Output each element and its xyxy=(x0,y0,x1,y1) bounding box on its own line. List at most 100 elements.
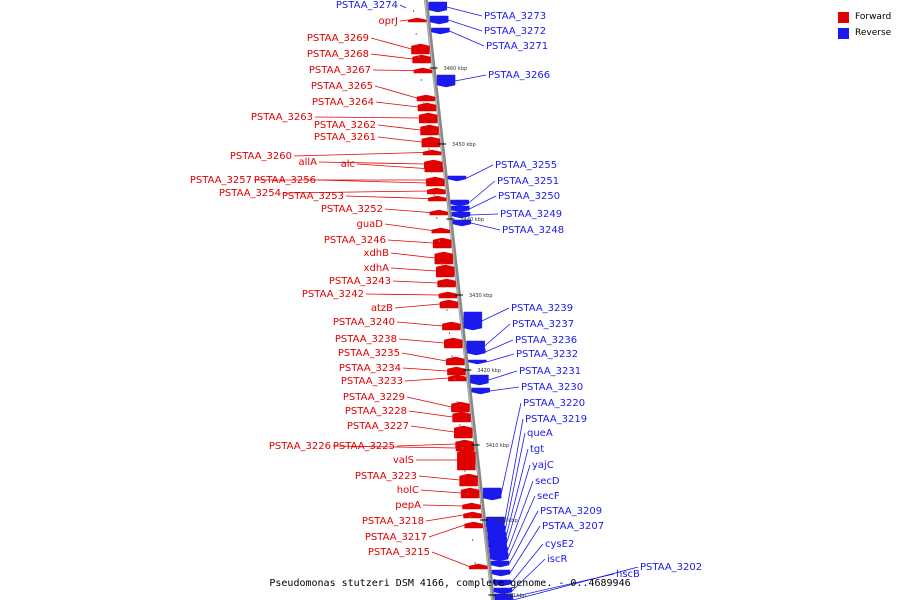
forward-leader-line xyxy=(401,352,447,362)
gene-label-tgt: tgt xyxy=(530,444,544,455)
reverse-leader-line xyxy=(507,495,536,558)
forward-gene-feature xyxy=(427,195,447,202)
forward-gene-feature xyxy=(460,487,480,499)
forward-leader-line xyxy=(370,53,413,60)
forward-leader-line xyxy=(384,208,430,213)
axis-tick-label: 3440 kbp xyxy=(460,217,484,223)
forward-leader-line xyxy=(402,367,448,372)
forward-leader-line xyxy=(396,443,456,447)
gene-label-pstaa-3254: PSTAA_3254 xyxy=(219,188,281,199)
gene-label-pstaa-3243: PSTAA_3243 xyxy=(329,276,391,287)
gene-label-pstaa-3242: PSTAA_3242 xyxy=(302,289,364,300)
gene-label-quea: queA xyxy=(527,428,553,439)
gene-label-pstaa-3263: PSTAA_3263 xyxy=(251,112,313,123)
forward-leader-line xyxy=(318,161,425,165)
reverse-gene-feature xyxy=(471,387,490,395)
reverse-leader-line xyxy=(485,339,514,353)
gene-label-pstaa-3262: PSTAA_3262 xyxy=(314,120,376,131)
legend-forward-label: Forward xyxy=(855,12,892,22)
reverse-leader-line xyxy=(489,386,520,392)
gene-label-pstaa-3250: PSTAA_3250 xyxy=(498,191,560,202)
axis-tick-label: 3450 kbp xyxy=(452,142,476,148)
forward-gene-feature xyxy=(424,164,444,173)
gene-label-secf: secF xyxy=(537,491,560,502)
gene-label-pstaa-3269: PSTAA_3269 xyxy=(307,33,369,44)
legend-reverse-label: Reverse xyxy=(855,28,892,38)
gene-label-pstaa-3217: PSTAA_3217 xyxy=(365,532,427,543)
reverse-gene-feature xyxy=(452,219,472,227)
gene-label-pstaa-3231: PSTAA_3231 xyxy=(519,366,581,377)
forward-leader-line xyxy=(404,377,449,382)
forward-gene-feature xyxy=(429,209,448,216)
reverse-gene-feature xyxy=(451,205,470,213)
legend-forward-swatch xyxy=(838,11,849,23)
forward-leader-line xyxy=(392,280,438,284)
axis-dot xyxy=(413,10,415,12)
gene-label-pstaa-3219: PSTAA_3219 xyxy=(525,414,587,425)
forward-leader-line xyxy=(406,396,452,408)
forward-leader-line xyxy=(390,267,437,272)
gene-label-guad: guaD xyxy=(356,219,383,230)
forward-leader-line xyxy=(317,179,427,184)
gene-label-pstaa-3271: PSTAA_3271 xyxy=(486,41,548,52)
forward-gene-feature xyxy=(436,264,455,278)
forward-leader-line xyxy=(420,489,462,494)
reverse-gene-feature xyxy=(491,569,511,577)
gene-label-pstaa-3251: PSTAA_3251 xyxy=(497,176,559,187)
gene-label-pstaa-3265: PSTAA_3265 xyxy=(311,81,373,92)
reverse-gene-feature xyxy=(490,560,510,568)
forward-leader-line xyxy=(422,504,463,507)
axis-tick-label: 3420 kbp xyxy=(477,368,501,374)
legend-reverse: Reverse xyxy=(838,25,891,41)
axis-tick-label: 3410 kbp xyxy=(486,443,510,449)
forward-gene-feature xyxy=(434,251,454,265)
forward-leader-line xyxy=(399,19,409,22)
axis-dot xyxy=(415,33,417,35)
forward-leader-line xyxy=(356,163,425,169)
gene-label-pstaa-3272: PSTAA_3272 xyxy=(484,26,546,37)
forward-leader-line xyxy=(314,116,420,119)
axis-dot xyxy=(459,424,461,426)
forward-gene-feature xyxy=(432,237,452,249)
gene-label-pstaa-3267: PSTAA_3267 xyxy=(309,65,371,76)
axis-dot xyxy=(425,125,427,127)
forward-leader-line xyxy=(387,239,434,244)
gene-label-pstaa-3266: PSTAA_3266 xyxy=(488,70,550,81)
gene-label-vals: valS xyxy=(393,455,414,466)
reverse-leader-line xyxy=(504,418,524,524)
reverse-leader-line xyxy=(510,543,544,584)
forward-gene-feature xyxy=(427,187,446,195)
reverse-leader-line xyxy=(465,164,494,179)
gene-label-pstaa-3264: PSTAA_3264 xyxy=(312,97,374,108)
forward-gene-feature xyxy=(469,563,488,570)
reverse-leader-line xyxy=(506,464,531,544)
forward-leader-line xyxy=(398,338,445,344)
reverse-gene-feature xyxy=(489,552,509,562)
reverse-leader-line xyxy=(486,353,515,363)
gene-label-pstaa-3246: PSTAA_3246 xyxy=(324,235,386,246)
legend-reverse-swatch xyxy=(838,27,849,39)
forward-leader-line xyxy=(410,425,455,433)
reverse-gene-feature xyxy=(493,587,513,595)
forward-gene-feature xyxy=(426,179,445,187)
gene-label-pstaa-3235: PSTAA_3235 xyxy=(338,348,400,359)
axis-dot xyxy=(433,194,435,196)
gene-label-cyse2: cysE2 xyxy=(545,539,574,550)
axis-dot xyxy=(441,263,443,265)
forward-leader-line xyxy=(282,190,428,194)
forward-leader-line xyxy=(345,195,429,199)
forward-gene-feature xyxy=(417,102,437,112)
gene-label-pstaa-3253: PSTAA_3253 xyxy=(282,191,344,202)
gene-label-pstaa-3220: PSTAA_3220 xyxy=(523,398,585,409)
gene-label-pstaa-3230: PSTAA_3230 xyxy=(521,382,583,393)
forward-gene-feature xyxy=(418,112,438,124)
reverse-leader-line xyxy=(449,30,485,47)
gene-label-alc: alc xyxy=(341,159,355,170)
forward-gene-feature xyxy=(444,337,463,349)
forward-gene-feature xyxy=(447,366,466,376)
gene-label-pstaa-3229: PSTAA_3229 xyxy=(343,392,405,403)
gene-label-iscr: iscR xyxy=(547,554,567,565)
forward-gene-feature xyxy=(453,425,473,439)
forward-leader-line xyxy=(372,69,414,71)
forward-gene-feature xyxy=(459,473,478,487)
